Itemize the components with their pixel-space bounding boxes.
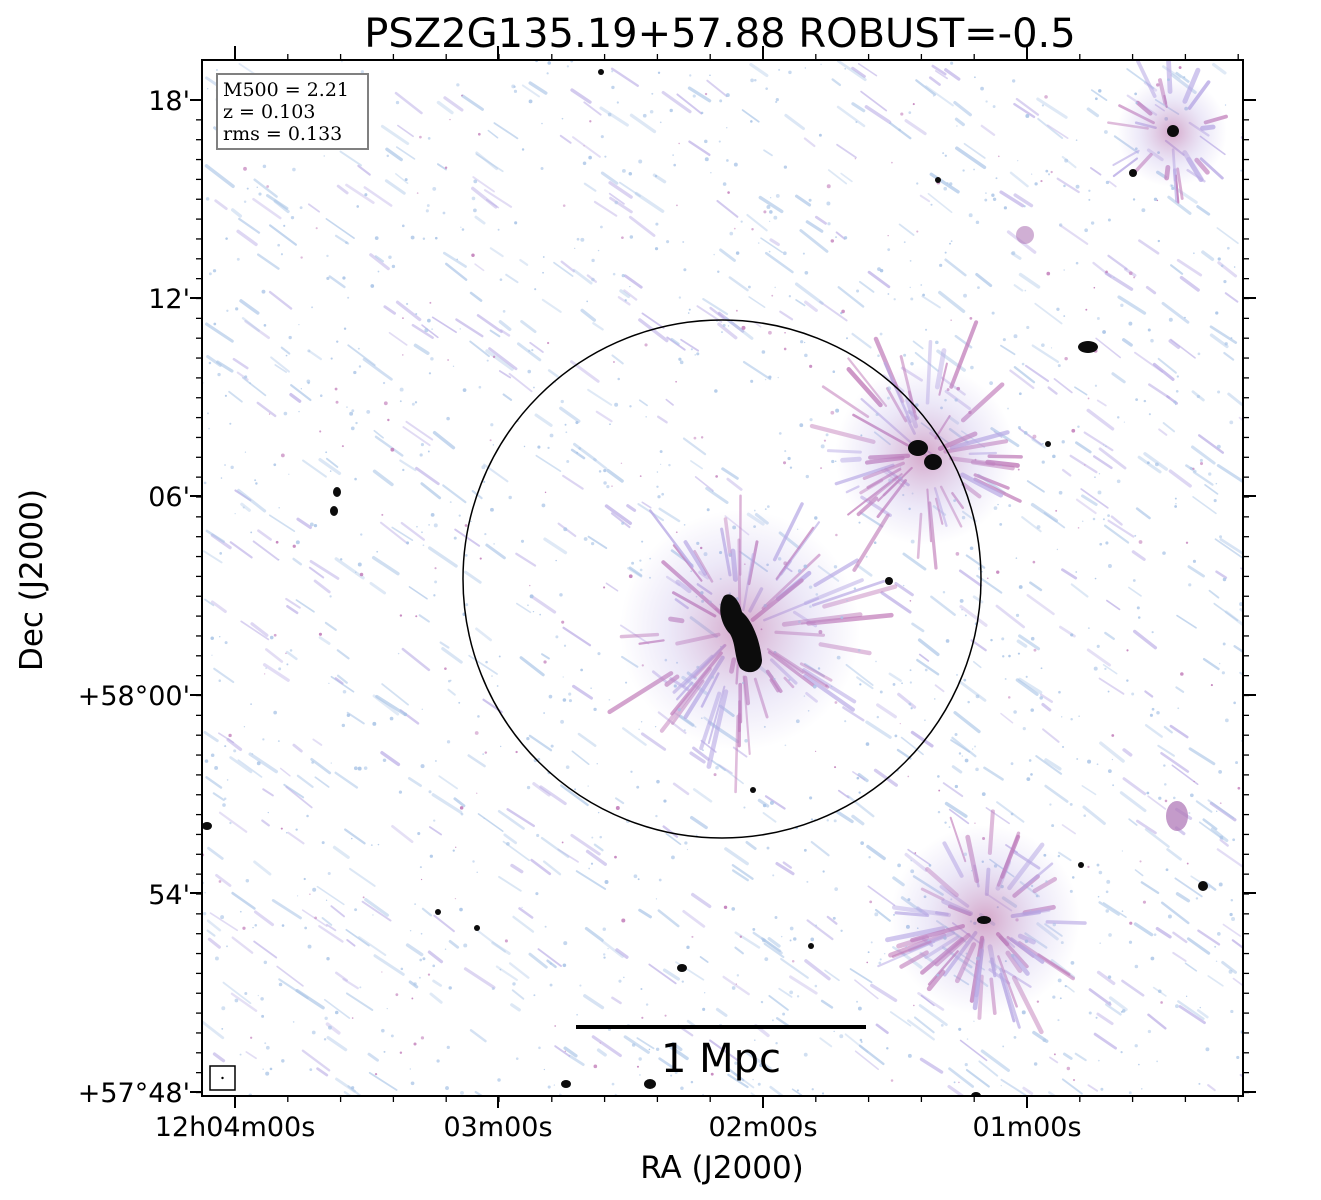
axis-ticks <box>190 46 1256 1108</box>
y-tick-label: 12' <box>148 284 190 315</box>
source-mid-h <box>474 925 480 931</box>
source-mid-a <box>885 577 893 585</box>
source-mid-f <box>935 177 941 183</box>
info-box-frame <box>216 73 369 150</box>
source-mid-g <box>598 69 604 75</box>
plot-area: M500 = 2.21 z = 0.103 rms = 0.133 1 Mpc <box>190 46 1256 1108</box>
y-axis-label: Dec (J2000) <box>14 489 50 671</box>
beam-indicator <box>209 1065 236 1091</box>
source-bottom-b <box>561 1080 571 1088</box>
source-mid-c <box>1129 169 1137 177</box>
source-mid-i <box>808 943 814 949</box>
source-mid-b <box>750 787 756 793</box>
extended-sources <box>1016 226 1188 831</box>
source-left-jet-a <box>333 487 341 497</box>
info-rms: rms = 0.133 <box>223 123 342 145</box>
y-tick-label: 18' <box>148 86 190 117</box>
source-mid-e <box>1078 862 1084 868</box>
source-top-right <box>1167 125 1179 137</box>
source-bottom-a <box>644 1079 656 1089</box>
extended-source-upper <box>1016 226 1034 244</box>
info-box: M500 = 2.21 z = 0.103 rms = 0.133 <box>216 73 369 150</box>
x-tick-labels: 12h04m00s 03m00s 02m00s 01m00s <box>155 1112 1082 1143</box>
central-bright-source <box>720 594 762 673</box>
source-left-edge <box>202 822 212 830</box>
extended-source-right <box>1166 801 1188 831</box>
source-bottom-c <box>677 964 687 972</box>
source-mid-d <box>1045 441 1051 447</box>
scale-bar-label: 1 Mpc <box>661 1036 781 1082</box>
scale-bar: 1 Mpc <box>576 1025 866 1082</box>
source-upper-right-b <box>924 454 942 470</box>
compact-sources <box>202 69 1208 1096</box>
x-tick-label: 03m00s <box>443 1112 552 1143</box>
y-tick-label: +58°00' <box>78 681 190 712</box>
y-tick-label: 06' <box>148 482 190 513</box>
source-upper-right-a <box>908 440 928 456</box>
source-lower-right <box>977 916 991 924</box>
info-redshift: z = 0.103 <box>223 101 315 123</box>
radio-emission-map <box>202 60 1243 1096</box>
source-mid-j <box>435 909 441 915</box>
info-m500: M500 = 2.21 <box>223 79 349 101</box>
y-tick-label: 54' <box>148 880 190 911</box>
halo-glow-upper-right <box>835 365 1015 545</box>
x-tick-label: 02m00s <box>708 1112 817 1143</box>
source-right-pair <box>1078 341 1098 353</box>
r500-circle <box>462 319 982 839</box>
x-tick-label: 12h04m00s <box>155 1112 316 1143</box>
source-left-jet-b <box>330 506 338 516</box>
x-axis-label: RA (J2000) <box>640 1150 804 1186</box>
source-far-right <box>1198 881 1208 891</box>
plot-frame <box>201 59 1244 1097</box>
y-tick-labels: 18' 12' 06' +58°00' 54' +57°48' <box>78 86 190 1109</box>
y-tick-label: +57°48' <box>78 1078 190 1109</box>
x-tick-label: 01m00s <box>972 1112 1081 1143</box>
figure-title: PSZ2G135.19+57.88 ROBUST=-0.5 <box>364 11 1075 57</box>
